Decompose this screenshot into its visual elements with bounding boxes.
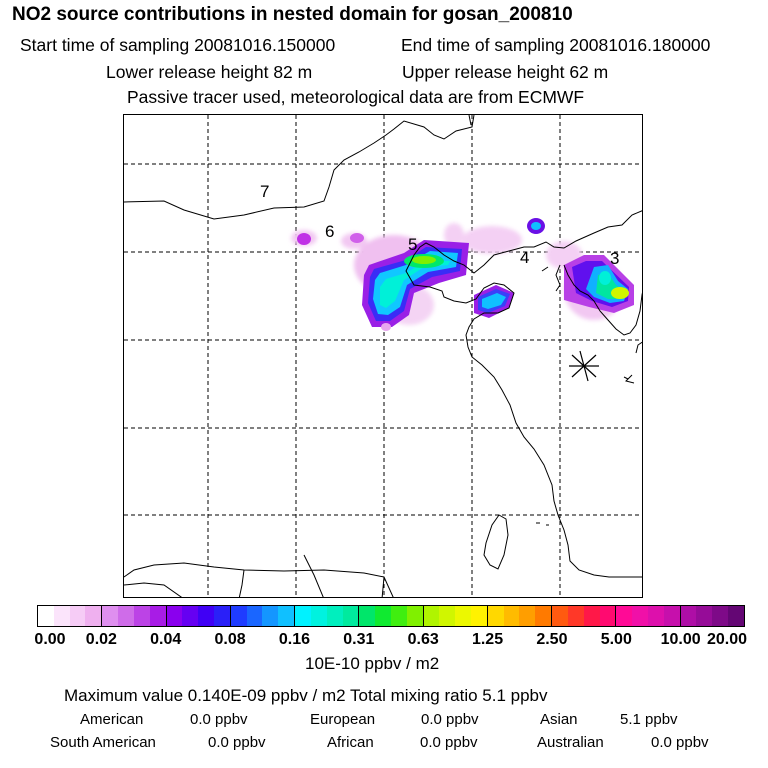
colorbar-swatch [198, 606, 214, 626]
colorbar-swatch [616, 606, 633, 626]
colorbar-segment [102, 606, 167, 626]
region-south-american-value: 0.0 ppbv [208, 734, 266, 751]
colorbar-segment [616, 606, 681, 626]
colorbar-segment [487, 606, 553, 626]
colorbar-swatch [519, 606, 536, 626]
colorbar-swatch [663, 606, 680, 626]
region-south-american-label: South American [50, 734, 156, 751]
region-label-7: 7 [260, 182, 270, 201]
region-european-label: European [310, 711, 376, 728]
colorbar-segment [38, 606, 103, 626]
colorbar-swatch [230, 606, 247, 626]
colorbar-tick-label: 0.63 [407, 631, 439, 648]
colorbar-swatch [503, 606, 520, 626]
colorbar-swatch [278, 606, 295, 626]
maximum-value-line: Maximum value 0.140E-09 ppbv / m2 Total … [64, 686, 548, 705]
colorbar-swatch [455, 606, 472, 626]
region-australian-label: Australian [537, 734, 604, 751]
colorbar-tick-label: 0.04 [150, 631, 182, 648]
region-american-value: 0.0 ppbv [190, 711, 248, 728]
colorbar-swatch [359, 606, 376, 626]
upper-release-height: Upper release height 62 m [402, 62, 609, 82]
colorbar-tick-label: 20.00 [706, 631, 748, 648]
region-label-4: 4 [520, 248, 530, 267]
colorbar-swatch [728, 606, 744, 626]
colorbar-swatch [552, 606, 568, 626]
concentration-plume [291, 218, 634, 331]
coastlines [124, 115, 642, 597]
colorbar-segment [359, 606, 424, 626]
colorbar-tick-label: 0.08 [214, 631, 246, 648]
region-label-3: 3 [610, 249, 620, 268]
colorbar-swatch [423, 606, 440, 626]
colorbar-tick-label: 0.31 [343, 631, 375, 648]
start-time: Start time of sampling 20081016.150000 [20, 35, 336, 55]
colorbar-tick-label: 0.00 [34, 631, 66, 648]
colorbar-swatch [262, 606, 279, 626]
colorbar-swatch [342, 606, 359, 626]
colorbar-tick-label: 2.50 [536, 631, 568, 648]
colorbar-swatch [246, 606, 263, 626]
colorbar-swatch [439, 606, 456, 626]
colorbar-swatch [567, 606, 584, 626]
colorbar-swatch [310, 606, 327, 626]
colorbar-tick-label: 0.16 [278, 631, 311, 648]
region-african-label: African [327, 734, 374, 751]
colorbar-swatch [583, 606, 600, 626]
colorbar-tick-label: 5.00 [600, 631, 632, 648]
region-label-5: 5 [408, 235, 418, 254]
colorbar-swatch [375, 606, 391, 626]
region-label-6: 6 [325, 222, 335, 241]
colorbar-swatch [166, 606, 183, 626]
colorbar-swatch [85, 606, 102, 626]
colorbar-swatch [38, 606, 54, 626]
colorbar-segment [230, 606, 296, 626]
colorbar-swatch [648, 606, 664, 626]
colorbar-swatch [712, 606, 729, 626]
region-asian-value: 5.1 ppbv [620, 711, 678, 728]
colorbar-swatch [680, 606, 697, 626]
colorbar-swatch [696, 606, 713, 626]
colorbar-swatch [295, 606, 311, 626]
colorbar-swatch [406, 606, 423, 626]
colorbar-tick-label: 10.00 [660, 631, 701, 648]
colorbar-segment [295, 606, 360, 626]
colorbar-swatch [632, 606, 649, 626]
colorbar-swatch [326, 606, 343, 626]
colorbar-tick-label: 1.25 [471, 631, 504, 648]
colorbar-swatch [390, 606, 407, 626]
colorbar-swatch [535, 606, 552, 626]
lower-release-height: Lower release height 82 m [106, 62, 313, 82]
colorbar-swatch [69, 606, 86, 626]
map-canvas [124, 115, 642, 597]
region-asian-label: Asian [540, 711, 578, 728]
colorbar-swatch [102, 606, 119, 626]
region-african-value: 0.0 ppbv [420, 734, 478, 751]
region-european-value: 0.0 ppbv [421, 711, 479, 728]
colorbar-swatch [182, 606, 199, 626]
region-australian-value: 0.0 ppbv [651, 734, 709, 751]
page-title: NO2 source contributions in nested domai… [12, 4, 573, 25]
colorbar-swatch [149, 606, 166, 626]
colorbar-segment [166, 606, 231, 626]
end-time: End time of sampling 20081016.180000 [401, 35, 711, 55]
asterisk-icon [569, 350, 599, 382]
colorbar-swatch [118, 606, 134, 626]
colorbar-swatch [599, 606, 616, 626]
colorbar-swatch [487, 606, 504, 626]
colorbar-segment [423, 606, 488, 626]
grid-lines [124, 115, 642, 597]
map-panel: 7 6 5 4 3 [123, 114, 643, 598]
colorbar-unit: 10E-10 ppbv / m2 [305, 654, 440, 673]
region-american-label: American [80, 711, 144, 728]
tracer-note: Passive tracer used, meteorological data… [127, 87, 585, 107]
colorbar [37, 605, 745, 627]
colorbar-segment [680, 606, 744, 626]
colorbar-swatch [133, 606, 150, 626]
colorbar-swatch [213, 606, 230, 626]
colorbar-swatch [471, 606, 487, 626]
colorbar-tick-label: 0.02 [85, 631, 117, 648]
colorbar-swatch [53, 606, 70, 626]
colorbar-segment [552, 606, 617, 626]
